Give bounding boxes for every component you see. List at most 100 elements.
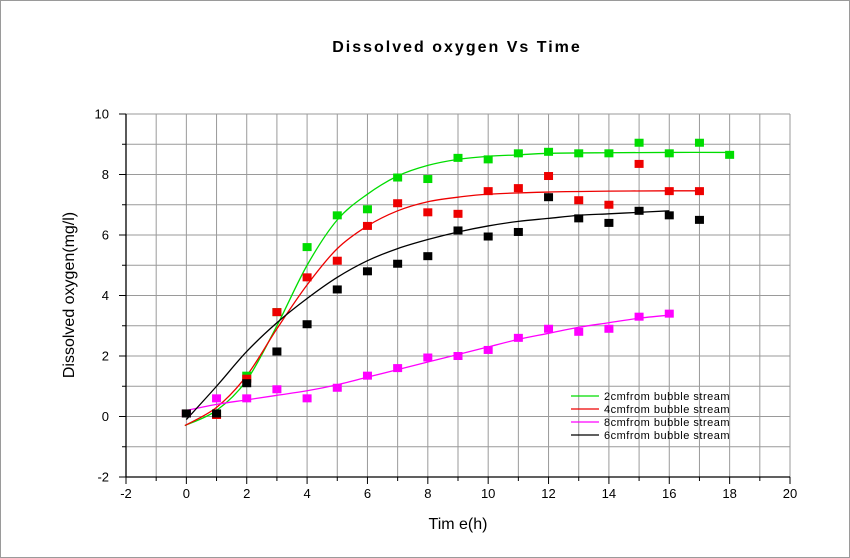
y-tick-label: 0	[102, 409, 109, 424]
data-point	[725, 150, 735, 159]
data-point	[453, 352, 463, 360]
fit-curves	[184, 151, 730, 427]
data-point	[393, 259, 403, 268]
data-point	[513, 184, 523, 193]
data-point	[362, 221, 372, 230]
data-point	[212, 409, 222, 418]
y-tick-label: 4	[102, 288, 109, 303]
x-tick-label: 10	[481, 486, 495, 501]
data-point	[242, 379, 252, 388]
data-point	[453, 226, 463, 235]
x-tick-label: -2	[120, 486, 132, 501]
data-point	[242, 394, 252, 403]
data-point	[574, 149, 584, 158]
x-tick-label: 8	[424, 486, 431, 501]
data-point	[544, 324, 554, 333]
data-points	[181, 138, 735, 419]
x-tick-label: 2	[243, 486, 250, 501]
data-point	[272, 347, 282, 356]
data-point	[332, 256, 342, 265]
data-point	[634, 159, 644, 168]
data-point	[453, 209, 463, 218]
data-point	[604, 200, 614, 209]
data-point	[332, 211, 342, 220]
data-point	[694, 187, 704, 196]
data-point	[423, 252, 433, 261]
legend-label: 6cmfrom bubble stream	[604, 430, 730, 442]
data-point	[181, 409, 191, 418]
fit-curve-series-4	[185, 210, 670, 420]
data-point	[393, 173, 403, 182]
legend-label: 8cmfrom bubble stream	[604, 417, 730, 429]
data-point	[483, 232, 493, 241]
data-point	[694, 138, 704, 147]
legend-label: 4cmfrom bubble stream	[604, 404, 730, 416]
data-point	[604, 324, 614, 333]
data-point	[513, 333, 523, 342]
data-point	[664, 309, 674, 318]
y-axis-label: Dissolved oxygen(mg/l)	[61, 212, 78, 378]
x-tick-label: 6	[364, 486, 371, 501]
data-point	[544, 147, 554, 156]
data-point	[604, 149, 614, 158]
data-point	[453, 153, 463, 162]
data-point	[302, 273, 312, 282]
y-tick-label: 6	[102, 228, 109, 243]
data-point	[574, 214, 584, 223]
data-point	[393, 364, 403, 373]
data-point	[634, 138, 644, 147]
data-point	[362, 205, 372, 214]
data-point	[362, 267, 372, 276]
fit-curve-series-1	[184, 151, 730, 427]
axes: -2 0 2 4 6 8 10 12 14 16 18 20 -2 0 2 4 6 8 10	[95, 107, 798, 502]
data-point	[574, 327, 584, 336]
data-point	[694, 215, 704, 224]
x-tick-label: 12	[541, 486, 555, 501]
data-point	[393, 199, 403, 208]
data-point	[604, 218, 614, 227]
x-tick-label: 4	[303, 486, 310, 501]
data-point	[332, 285, 342, 294]
data-point	[574, 196, 584, 205]
data-point	[483, 187, 493, 196]
x-tick-label: 16	[662, 486, 676, 501]
data-point	[212, 394, 222, 403]
data-point	[664, 149, 674, 158]
data-point	[544, 172, 554, 181]
data-point	[513, 149, 523, 158]
data-point	[272, 385, 282, 394]
data-point	[423, 175, 433, 184]
data-point	[423, 208, 433, 217]
y-tick-label: 8	[102, 167, 109, 182]
data-point	[483, 345, 493, 354]
y-tick-label: 10	[95, 107, 109, 122]
data-point	[302, 320, 312, 329]
data-point	[362, 371, 372, 380]
x-axis-label: Tim e(h)	[429, 516, 488, 533]
data-point	[634, 206, 644, 215]
data-point	[332, 383, 342, 392]
data-point	[664, 187, 674, 196]
x-tick-label: 18	[722, 486, 736, 501]
fit-curve-series-3	[186, 314, 670, 412]
data-point	[483, 155, 493, 164]
x-tick-label: 0	[183, 486, 190, 501]
legend-label: 2cmfrom bubble stream	[604, 391, 730, 403]
data-point	[302, 243, 312, 252]
x-tick-label: 20	[783, 486, 797, 501]
fit-curve-series-2	[184, 190, 700, 427]
data-point	[423, 353, 433, 362]
data-point	[242, 374, 252, 383]
data-point	[634, 312, 644, 321]
y-tick-label: -2	[97, 470, 109, 485]
y-tick-label: 2	[102, 349, 109, 364]
data-point	[664, 211, 674, 220]
x-tick-label: 14	[602, 486, 616, 501]
data-point	[302, 394, 312, 403]
data-point	[272, 308, 282, 317]
data-point	[513, 227, 523, 236]
chart-title: Dissolved oxygen Vs Time	[332, 39, 582, 56]
data-point	[544, 193, 554, 202]
